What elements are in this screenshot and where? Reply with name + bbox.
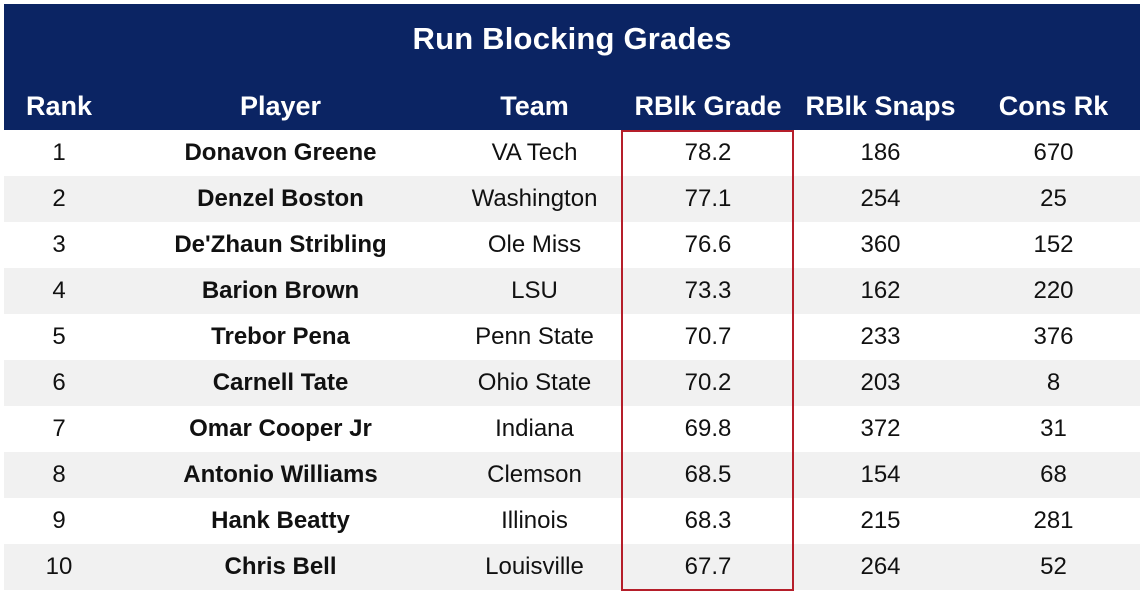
- table-row: 3 De'Zhaun Stribling Ole Miss 76.6 360 152: [4, 222, 1140, 268]
- cell-rank: 3: [52, 231, 66, 258]
- cell-team: Penn State: [475, 323, 594, 350]
- cell-player: Omar Cooper Jr: [189, 415, 372, 442]
- cell-player: De'Zhaun Stribling: [174, 231, 387, 258]
- cell-rblk-grade: 69.8: [684, 415, 732, 442]
- cell-rblk-snaps: 360: [860, 231, 901, 258]
- table-body: 1 Donavon Greene VA Tech 78.2 186 670 2 Denzel …: [4, 130, 1140, 590]
- cell-rank: 1: [52, 139, 66, 166]
- column-header-rblk-grade: RBlk Grade: [634, 90, 782, 121]
- table-row: 9 Hank Beatty Illinois 68.3 215 281: [4, 498, 1140, 544]
- cell-player: Barion Brown: [201, 277, 360, 304]
- column-header-team: Team: [500, 90, 569, 121]
- table-row: 7 Omar Cooper Jr Indiana 69.8 372 31: [4, 406, 1140, 452]
- cell-rblk-snaps: 254: [860, 185, 901, 212]
- table-row: 1 Donavon Greene VA Tech 78.2 186 670: [4, 130, 1140, 176]
- cell-team: Illinois: [501, 507, 568, 534]
- grades-table: Run Blocking Grades Rank Player Team RBl…: [4, 4, 1140, 591]
- cell-cons-rk: 25: [1040, 185, 1067, 212]
- cell-rblk-grade: 77.1: [684, 185, 732, 212]
- cell-rblk-snaps: 154: [860, 461, 901, 488]
- cell-player: Hank Beatty: [211, 507, 350, 534]
- cell-cons-rk: 8: [1046, 369, 1061, 396]
- cell-team: VA Tech: [491, 139, 578, 166]
- column-header-player: Player: [239, 90, 322, 121]
- cell-cons-rk: 281: [1033, 507, 1074, 534]
- cell-rblk-grade: 76.6: [684, 231, 732, 258]
- cell-team: Ohio State: [477, 369, 592, 396]
- cell-player: Trebor Pena: [211, 323, 350, 350]
- column-header-cons-rk: Cons Rk: [998, 90, 1109, 121]
- cell-cons-rk: 52: [1040, 553, 1067, 580]
- cell-player: Chris Bell: [224, 553, 337, 580]
- cell-rank: 8: [52, 461, 66, 488]
- cell-cons-rk: 670: [1033, 139, 1074, 166]
- table-row: 6 Carnell Tate Ohio State 70.2 203 8: [4, 360, 1140, 406]
- cell-rank: 6: [52, 369, 66, 396]
- cell-cons-rk: 68: [1040, 461, 1067, 488]
- cell-team: Washington: [471, 185, 598, 212]
- table-row: 4 Barion Brown LSU 73.3 162 220: [4, 268, 1140, 314]
- cell-rblk-grade: 78.2: [684, 139, 732, 166]
- cell-team: Ole Miss: [487, 231, 582, 258]
- cell-rblk-snaps: 264: [860, 553, 901, 580]
- cell-rank: 5: [52, 323, 66, 350]
- cell-rblk-snaps: 215: [860, 507, 901, 534]
- cell-cons-rk: 31: [1040, 415, 1067, 442]
- cell-rank: 2: [52, 185, 66, 212]
- cell-team: Clemson: [487, 461, 582, 488]
- cell-player: Denzel Boston: [197, 185, 364, 212]
- cell-rank: 7: [52, 415, 66, 442]
- cell-rank: 9: [52, 507, 66, 534]
- cell-cons-rk: 376: [1033, 323, 1074, 350]
- table-row: 10 Chris Bell Louisville 67.7 264 52: [4, 544, 1140, 590]
- table-title: Run Blocking Grades: [412, 21, 732, 56]
- cell-cons-rk: 152: [1033, 231, 1074, 258]
- cell-rblk-grade: 68.3: [684, 507, 732, 534]
- cell-rblk-snaps: 162: [860, 277, 901, 304]
- cell-team: Indiana: [495, 415, 574, 442]
- cell-cons-rk: 220: [1033, 277, 1074, 304]
- table-header: Run Blocking Grades Rank Player Team RBl…: [4, 4, 1140, 130]
- table-row: 5 Trebor Pena Penn State 70.7 233 376: [4, 314, 1140, 360]
- cell-rblk-grade: 73.3: [684, 277, 732, 304]
- column-header-rank: Rank: [25, 90, 93, 121]
- cell-rank: 4: [52, 277, 66, 304]
- cell-player: Antonio Williams: [183, 461, 378, 488]
- cell-rblk-grade: 70.7: [684, 323, 732, 350]
- cell-rblk-grade: 70.2: [684, 369, 732, 396]
- cell-rblk-snaps: 372: [860, 415, 901, 442]
- cell-rblk-grade: 68.5: [684, 461, 732, 488]
- cell-rblk-snaps: 186: [860, 139, 901, 166]
- table-row: 8 Antonio Williams Clemson 68.5 154 68: [4, 452, 1140, 498]
- cell-rblk-snaps: 233: [860, 323, 901, 350]
- table-row: 2 Denzel Boston Washington 77.1 254 25: [4, 176, 1140, 222]
- cell-team: Louisville: [485, 553, 584, 580]
- cell-rank: 10: [45, 553, 73, 580]
- cell-team: LSU: [511, 277, 558, 304]
- column-header-rblk-snaps: RBlk Snaps: [805, 90, 956, 121]
- cell-rblk-grade: 67.7: [684, 553, 732, 580]
- cell-player: Carnell Tate: [212, 369, 349, 396]
- cell-rblk-snaps: 203: [860, 369, 901, 396]
- column-header-row: Rank Player Team RBlk Grade RBlk Snaps C…: [4, 84, 1140, 128]
- cell-player: Donavon Greene: [184, 139, 377, 166]
